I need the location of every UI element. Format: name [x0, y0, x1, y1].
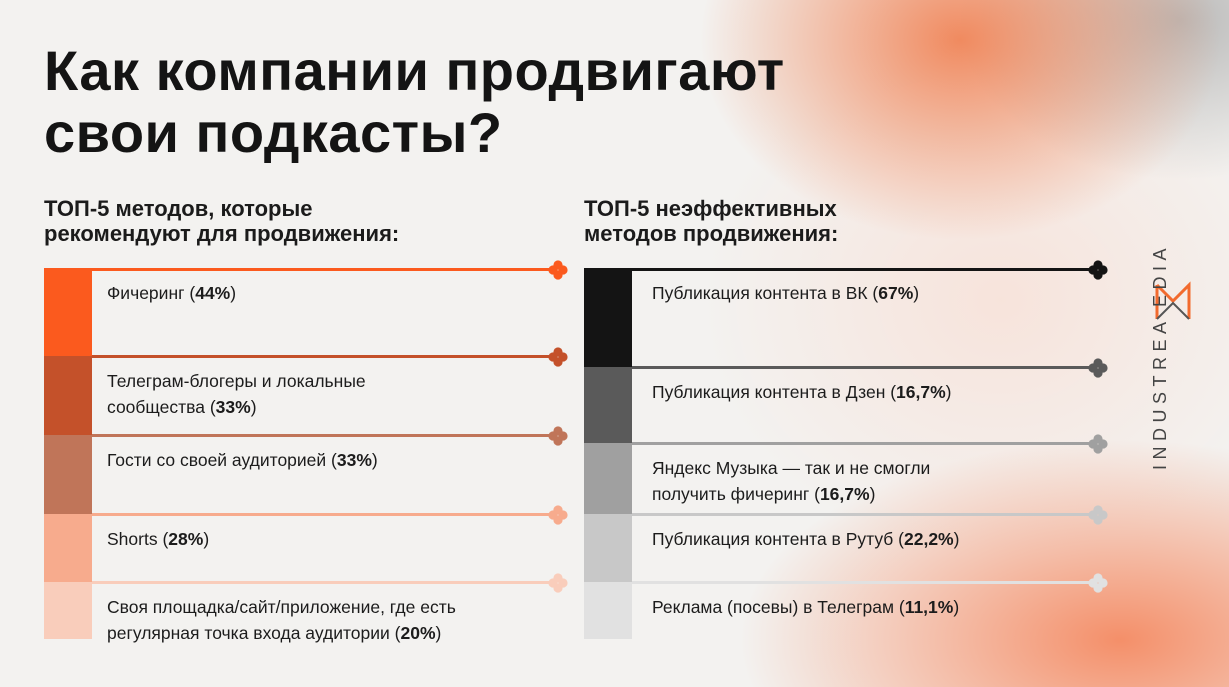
bar-label: Фичеринг (44%) [107, 280, 236, 306]
value-label: 44% [195, 283, 231, 303]
clover-endcap-icon [1088, 573, 1108, 593]
value-label: 16,7% [896, 382, 946, 402]
clover-endcap-icon [1088, 358, 1108, 378]
label-line-2: получить фичеринг ( [652, 484, 820, 504]
label-suffix: ) [913, 283, 920, 303]
label-suffix: ) [371, 450, 378, 470]
label-text: Реклама (посевы) в Телеграм ( [652, 597, 905, 617]
row-divider-line [632, 581, 1094, 584]
label-line-1: Яндекс Музыка — так и не смогли [652, 458, 931, 478]
label-line-2: сообщества ( [107, 397, 216, 417]
value-label: 20% [400, 623, 436, 643]
value-label: 22,2% [904, 529, 954, 549]
label-text: Фичеринг ( [107, 283, 196, 303]
label-line-1: Своя площадка/сайт/приложение, где есть [107, 597, 456, 617]
bar-4 [584, 514, 632, 582]
row-divider-line [92, 581, 554, 584]
row-divider-line [632, 366, 1094, 369]
bar-4 [44, 514, 92, 582]
left-subtitle-line-1: ТОП-5 методов, которые [44, 196, 313, 221]
left-subtitle-line-2: рекомендуют для продвижения: [44, 221, 400, 246]
bar-label: Публикация контента в Дзен (16,7%) [652, 379, 952, 405]
bar-3 [44, 435, 92, 514]
clover-endcap-icon [1088, 260, 1108, 280]
value-label: 33% [336, 450, 372, 470]
page-title-line-2: свои подкасты? [44, 101, 503, 164]
label-suffix: ) [250, 397, 257, 417]
row-divider-line [632, 268, 1094, 271]
label-suffix: ) [230, 283, 237, 303]
right-chart-subtitle: ТОП-5 неэффективных методов продвижения: [584, 196, 838, 246]
label-suffix: ) [953, 529, 960, 549]
bar-label: Яндекс Музыка — так и не смогли получить … [652, 455, 930, 507]
bar-label: Публикация контента в ВК (67%) [652, 280, 919, 306]
value-label: 11,1% [904, 597, 954, 617]
clover-endcap-icon [548, 260, 568, 280]
bar-5 [584, 582, 632, 639]
row-divider-line [92, 513, 554, 516]
label-suffix: ) [203, 529, 210, 549]
row-divider-line [92, 268, 554, 271]
bar-1 [584, 268, 632, 367]
label-text: Публикация контента в Рутуб ( [652, 529, 904, 549]
left-chart-subtitle: ТОП-5 методов, которые рекомендуют для п… [44, 196, 399, 246]
clover-endcap-icon [548, 505, 568, 525]
bar-2 [584, 367, 632, 443]
recommended-methods-chart: Фичеринг (44%) Телеграм-блогеры и локальн… [44, 260, 568, 648]
label-line-2: регулярная точка входа аудитории ( [107, 623, 401, 643]
row-divider-line [632, 513, 1094, 516]
ineffective-methods-chart: Публикация контента в ВК (67%) Публикация… [584, 260, 1108, 648]
label-suffix: ) [869, 484, 876, 504]
bar-5 [44, 582, 92, 639]
label-text: Shorts ( [107, 529, 169, 549]
bar-1 [44, 268, 92, 356]
bar-label: Реклама (посевы) в Телеграм (11,1%) [652, 594, 959, 620]
bar-label: Публикация контента в Рутуб (22,2%) [652, 526, 959, 552]
bar-label: Телеграм-блогеры и локальные сообщества (… [107, 368, 366, 420]
label-suffix: ) [435, 623, 442, 643]
value-label: 67% [878, 283, 914, 303]
page-title-line-1: Как компании продвигают [44, 39, 785, 102]
right-subtitle-line-2: методов продвижения: [584, 221, 839, 246]
label-suffix: ) [945, 382, 952, 402]
bar-3 [584, 443, 632, 514]
industream-media-logo [1155, 281, 1191, 320]
label-text: Публикация контента в ВК ( [652, 283, 879, 303]
bar-label: Shorts (28%) [107, 526, 209, 552]
row-divider-line [92, 434, 554, 437]
clover-endcap-icon [1088, 505, 1108, 525]
clover-endcap-icon [548, 573, 568, 593]
value-label: 16,7% [819, 484, 870, 504]
right-subtitle-line-1: ТОП-5 неэффективных [584, 196, 837, 221]
row-divider-line [632, 442, 1094, 445]
bar-label: Своя площадка/сайт/приложение, где есть р… [107, 594, 456, 646]
clover-endcap-icon [1088, 434, 1108, 454]
value-label: 33% [215, 397, 251, 417]
label-line-1: Телеграм-блогеры и локальные [107, 371, 366, 391]
label-text: Публикация контента в Дзен ( [652, 382, 897, 402]
logo-text: INDUSTREA EDIA [1150, 242, 1170, 470]
bar-2 [44, 356, 92, 435]
clover-endcap-icon [548, 426, 568, 446]
value-label: 28% [168, 529, 204, 549]
page-title: Как компании продвигают свои подкасты? [44, 40, 785, 164]
bar-label: Гости со своей аудиторией (33%) [107, 447, 378, 473]
label-suffix: ) [953, 597, 960, 617]
clover-endcap-icon [548, 347, 568, 367]
label-text: Гости со своей аудиторией ( [107, 450, 337, 470]
row-divider-line [92, 355, 554, 358]
